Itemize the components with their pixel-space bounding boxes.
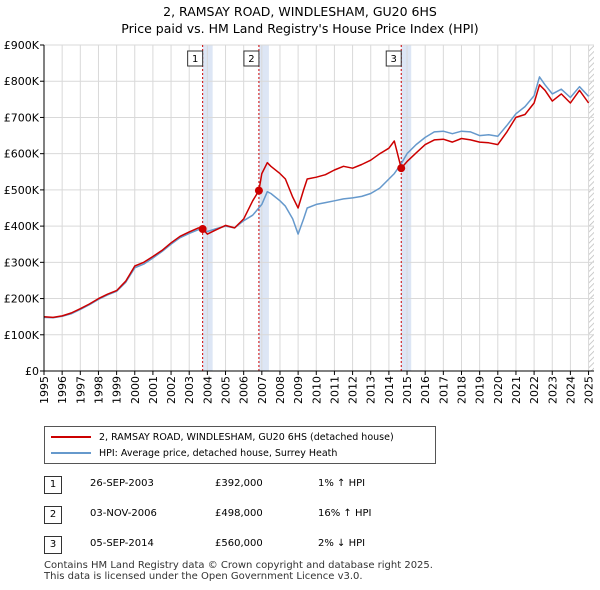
future-hatch-band xyxy=(588,45,594,371)
x-tick-label: 2007 xyxy=(256,376,269,404)
x-tick-label: 1996 xyxy=(56,376,69,404)
sale-shade-band xyxy=(401,45,412,371)
x-tick-label: 2016 xyxy=(419,376,432,404)
legend: 2, RAMSAY ROAD, WINDLESHAM, GU20 6HS (de… xyxy=(44,426,436,464)
y-tick-label: £800K xyxy=(4,75,40,88)
sale-hpi-diff: 16% ↑ HPI xyxy=(318,508,372,519)
sale-price: £498,000 xyxy=(215,508,263,519)
x-tick-label: 1999 xyxy=(111,376,124,404)
x-tick-label: 2005 xyxy=(220,376,233,404)
x-tick-label: 2013 xyxy=(365,376,378,404)
sale-badge-label: 2 xyxy=(248,54,254,65)
sale-point xyxy=(198,225,207,234)
y-tick-label: £700K xyxy=(4,111,40,124)
x-tick-label: 2025 xyxy=(583,376,596,404)
sale-badge-layer: 1 2 3 xyxy=(187,50,402,67)
y-tick-label: £200K xyxy=(4,293,40,306)
sale-hpi-diff: 1% ↑ HPI xyxy=(318,478,366,489)
y-tick-label: £500K xyxy=(4,184,40,197)
y-tick-label: £300K xyxy=(4,256,40,269)
x-tick-label: 2017 xyxy=(437,376,450,404)
y-tick-label: £0 xyxy=(25,365,39,378)
price-chart: 1 2 3 £0 £100K £200K £300K £400K £500K £600K £700… xyxy=(4,39,596,404)
x-tick-label: 2010 xyxy=(310,376,323,404)
y-tick-label: £600K xyxy=(4,148,40,161)
x-tick-label: 2008 xyxy=(274,376,287,404)
x-tick-label: 2019 xyxy=(474,376,487,404)
sale-row: 1 26-SEP-2003 £392,000 1% ↑ HPI xyxy=(0,476,600,496)
sale-badge-label: 3 xyxy=(391,54,397,65)
grid-layer xyxy=(43,44,594,372)
axis-layer: £0 £100K £200K £300K £400K £500K £600K £700K £80… xyxy=(4,39,596,404)
x-tick-label: 2018 xyxy=(455,376,468,404)
x-tick-label: 2014 xyxy=(383,376,396,404)
x-tick-label: 2024 xyxy=(564,376,577,404)
x-tick-label: 2015 xyxy=(401,376,414,404)
y-tick-label: £100K xyxy=(4,329,40,342)
sale-price: £560,000 xyxy=(215,538,263,549)
x-tick-label: 2012 xyxy=(347,376,360,404)
sale-point-layer xyxy=(198,164,406,234)
x-tick-label: 2003 xyxy=(183,376,196,404)
sale-badge-box xyxy=(385,50,402,67)
sale-number-badge: 1 xyxy=(44,476,62,494)
sale-badge-box xyxy=(243,50,260,67)
sale-number-badge: 3 xyxy=(44,536,62,554)
legend-swatch-property xyxy=(51,436,91,438)
legend-item-hpi: HPI: Average price, detached house, Surr… xyxy=(51,446,337,460)
x-tick-label: 2002 xyxy=(165,376,178,404)
x-tick-label: 2001 xyxy=(147,376,160,404)
sale-date: 26-SEP-2003 xyxy=(90,478,154,489)
chart-title: 2, RAMSAY ROAD, WINDLESHAM, GU20 6HS xyxy=(163,4,437,19)
series-layer xyxy=(43,76,590,319)
legend-label-property: 2, RAMSAY ROAD, WINDLESHAM, GU20 6HS (de… xyxy=(99,431,394,443)
sale-date: 05-SEP-2014 xyxy=(90,538,154,549)
property-price-line xyxy=(43,84,590,319)
sale-point xyxy=(254,186,263,195)
sale-point xyxy=(397,164,406,173)
sale-number-badge: 2 xyxy=(44,506,62,524)
footer: Contains HM Land Registry data © Crown c… xyxy=(44,560,433,582)
sale-vline-layer xyxy=(202,45,402,371)
x-tick-label: 2023 xyxy=(546,376,559,404)
hpi-line xyxy=(43,76,590,319)
sale-row: 3 05-SEP-2014 £560,000 2% ↓ HPI xyxy=(0,536,600,556)
x-tick-label: 2022 xyxy=(528,376,541,404)
footer-licence: This data is licensed under the Open Gov… xyxy=(44,571,363,582)
chart-subtitle: Price paid vs. HM Land Registry's House … xyxy=(121,21,479,36)
sale-shade-band xyxy=(258,45,269,371)
x-tick-label: 2021 xyxy=(510,376,523,404)
sale-badge-box xyxy=(187,50,204,67)
sale-date: 03-NOV-2006 xyxy=(90,508,157,519)
x-tick-label: 2020 xyxy=(492,376,505,404)
x-tick-label: 2009 xyxy=(292,376,305,404)
x-tick-label: 1998 xyxy=(92,376,105,404)
sale-row: 2 03-NOV-2006 £498,000 16% ↑ HPI xyxy=(0,506,600,526)
y-tick-label: £400K xyxy=(4,220,40,233)
sale-price: £392,000 xyxy=(215,478,263,489)
x-tick-label: 1995 xyxy=(38,376,51,404)
legend-label-hpi: HPI: Average price, detached house, Surr… xyxy=(99,447,338,459)
legend-item-property: 2, RAMSAY ROAD, WINDLESHAM, GU20 6HS (de… xyxy=(51,430,394,444)
sale-badge-label: 1 xyxy=(192,54,198,65)
x-tick-label: 2006 xyxy=(238,376,251,404)
sale-hpi-diff: 2% ↓ HPI xyxy=(318,538,366,549)
footer-copyright: Contains HM Land Registry data © Crown c… xyxy=(44,560,433,571)
x-tick-label: 1997 xyxy=(74,376,87,404)
x-tick-label: 2004 xyxy=(201,376,214,404)
legend-swatch-hpi xyxy=(51,452,91,454)
x-tick-label: 2011 xyxy=(328,376,341,404)
y-tick-label: £900K xyxy=(4,39,40,52)
x-tick-label: 2000 xyxy=(129,376,142,404)
